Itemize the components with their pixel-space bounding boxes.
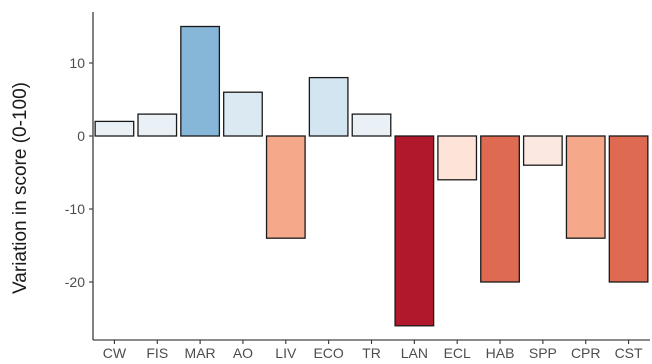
x-tick-label-ao: AO	[233, 345, 253, 361]
bar-eco	[308, 76, 349, 137]
bar-fis	[137, 113, 178, 137]
bar-liv	[265, 135, 306, 239]
y-tick-label: -20	[65, 274, 85, 290]
y-axis: -20 -10 0 10	[65, 12, 94, 340]
y-axis-title: Variation in score (0-100)	[10, 82, 31, 294]
x-tick-label-fis: FIS	[146, 345, 168, 361]
bar-lan	[394, 135, 435, 327]
bar-ao	[223, 91, 263, 137]
y-tick-label: 0	[77, 128, 85, 144]
x-tick-label-tr: TR	[362, 345, 381, 361]
bar-cst	[608, 135, 649, 283]
x-tick-label-cw: CW	[103, 345, 127, 361]
x-tick-label-lan: LAN	[401, 345, 428, 361]
y-tick-label: -10	[65, 201, 85, 217]
bar-hab	[480, 135, 520, 283]
bar-cpr	[565, 135, 606, 239]
x-tick-label-hab: HAB	[486, 345, 515, 361]
bar-spp	[522, 135, 563, 166]
x-tick-label-spp: SPP	[529, 345, 557, 361]
y-tick-label: 10	[69, 55, 85, 71]
x-tick-label-liv: LIV	[275, 345, 297, 361]
x-axis: CW FIS MAR AO LIV ECO TR LAN ECL HAB SPP CPR CST	[93, 339, 650, 361]
x-tick-label-eco: ECO	[313, 345, 343, 361]
bar-cw	[94, 120, 135, 137]
x-tick-label-mar: MAR	[185, 345, 216, 361]
x-tick-label-ecl: ECL	[444, 345, 471, 361]
bar-ecl	[437, 135, 478, 181]
bar-tr	[351, 113, 392, 137]
bars-group	[94, 25, 649, 327]
x-tick-label-cpr: CPR	[571, 345, 601, 361]
bar-mar	[180, 25, 221, 137]
x-tick-label-cst: CST	[615, 345, 643, 361]
